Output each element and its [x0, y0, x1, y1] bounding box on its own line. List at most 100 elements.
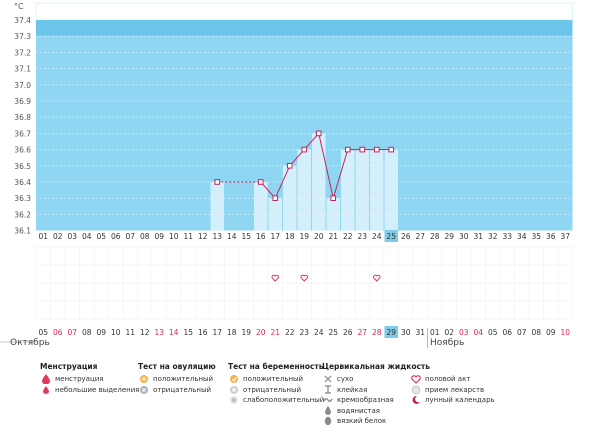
y-tick-label: 36.9: [14, 97, 31, 106]
current-date-highlight: [384, 326, 398, 338]
ovulation-negative-icon: [138, 385, 150, 395]
legend-other: половой акт прием лекарств лунный календ…: [410, 374, 495, 406]
calendar-date-label: 13: [154, 328, 164, 337]
moon-icon: [410, 395, 422, 405]
pill-icon: [410, 385, 422, 395]
cycle-day-label: 12: [198, 232, 208, 241]
month-label-october: Октябрь: [10, 338, 50, 348]
cycle-day-label: 31: [473, 232, 483, 241]
legend-item-pregnancy-weak: слабоположительный: [243, 396, 325, 405]
calendar-date-label: 09: [96, 328, 106, 337]
y-tick-label: 37.0: [14, 81, 31, 90]
month-label-november: Ноябрь: [430, 338, 465, 348]
pregnancy-weak-icon: [228, 395, 240, 405]
legend-pregnancy-title: Тест на беременность: [228, 362, 324, 371]
calendar-date-label: 06: [53, 328, 63, 337]
cycle-day-label: 27: [415, 232, 425, 241]
cycle-day-label: 01: [38, 232, 48, 241]
calendar-date-label: 14: [169, 328, 179, 337]
cycle-day-label: 18: [285, 232, 295, 241]
calendar-date-label: 19: [241, 328, 251, 337]
legend-menstruation-title: Менструация: [40, 362, 98, 371]
temperature-bar: [268, 198, 282, 231]
heart-icon: [373, 274, 381, 282]
cycle-day-label: 24: [372, 232, 382, 241]
calendar-date-label: 28: [372, 328, 382, 337]
calendar-date-label: 07: [67, 328, 77, 337]
temperature-point: [330, 195, 337, 201]
legend-item-egg-white: вязкий белок: [337, 417, 387, 426]
calendar-date-label: 06: [502, 328, 512, 337]
ovulation-positive-icon: [138, 374, 150, 384]
sticky-icon: [322, 385, 334, 394]
cycle-day-label: 03: [67, 232, 77, 241]
legend-cervical-title: Цервикальная жидкость: [322, 362, 431, 371]
cycle-day-label: 32: [488, 232, 498, 241]
calendar-date-label: 15: [183, 328, 193, 337]
y-tick-label: 37.2: [14, 48, 31, 57]
cycle-day-label: 13: [212, 232, 222, 241]
temperature-point: [315, 130, 322, 137]
cycle-day-label: 33: [502, 232, 512, 241]
chart-top-strip: [35, 2, 573, 21]
calendar-date-label: 08: [82, 328, 92, 337]
cycle-day-label: 25: [386, 232, 396, 241]
temperature-point: [257, 179, 264, 185]
current-day-highlight: [384, 230, 398, 242]
pregnancy-negative-icon: [228, 385, 240, 395]
y-tick-label: 36.7: [14, 129, 31, 138]
cycle-day-label: 07: [125, 232, 135, 241]
temperature-point: [214, 179, 221, 185]
calendar-date-label: 02: [444, 328, 454, 337]
y-tick-label: 36.5: [14, 162, 31, 171]
legend-item-menstruation: менструация: [55, 375, 104, 384]
temperature-line-segment: [274, 165, 291, 199]
cycle-day-label: 22: [343, 232, 353, 241]
legend-item-intercourse: половой акт: [425, 375, 471, 384]
y-tick-label: 36.8: [14, 113, 31, 122]
cycle-day-label: 28: [430, 232, 440, 241]
legend-item-medication: прием лекарств: [425, 385, 485, 394]
calendar-date-label: 05: [488, 328, 498, 337]
y-tick-label: 37.3: [14, 32, 31, 41]
y-axis-unit: °C: [14, 2, 24, 11]
temperature-bar: [355, 149, 369, 231]
legend-item-moon-calendar: лунный календарь: [425, 396, 495, 405]
heart-icon: [410, 374, 422, 384]
cycle-day-label: 17: [270, 232, 280, 241]
calendar-date-label: 04: [473, 328, 483, 337]
cycle-day-label: 23: [357, 232, 367, 241]
pregnancy-positive-icon: [228, 374, 240, 384]
calendar-date-label: 20: [256, 328, 266, 337]
legend-item-spotting: небольшие выделения: [55, 385, 140, 394]
calendar-date-label: 31: [415, 328, 425, 337]
cycle-day-label: 11: [183, 232, 193, 241]
cycle-day-label: 09: [154, 232, 164, 241]
cycle-day-label: 15: [241, 232, 251, 241]
temperature-bar: [210, 182, 224, 231]
calendar-date-label: 03: [459, 328, 469, 337]
cycle-day-label: 34: [517, 232, 527, 241]
calendar-date-label: 17: [212, 328, 222, 337]
y-tick-label: 37.1: [14, 65, 31, 74]
egg-white-icon: [322, 416, 334, 426]
cycle-day-label: 10: [169, 232, 179, 241]
temperature-line-segment: [318, 133, 334, 199]
calendar-date-label: 23: [299, 328, 309, 337]
cycle-day-label: 36: [546, 232, 556, 241]
calendar-date-label: 30: [401, 328, 411, 337]
calendar-date-label: 10: [560, 328, 570, 337]
heart-icon: [300, 274, 308, 282]
cycle-day-label: 30: [459, 232, 469, 241]
y-tick-label: 36.6: [14, 146, 31, 155]
creamy-icon: [322, 396, 334, 404]
temperature-point: [286, 163, 293, 169]
cycle-day-label: 19: [299, 232, 309, 241]
temperature-line-segment: [332, 149, 349, 199]
temperature-bar: [312, 133, 326, 231]
legend-item-pregnancy-positive: положительный: [243, 375, 304, 384]
calendar-date-label: 29: [386, 328, 396, 337]
calendar-date-label: 12: [140, 328, 150, 337]
calendar-date-label: 11: [125, 328, 135, 337]
legend-ovulation-title: Тест на овуляцию: [138, 362, 216, 371]
